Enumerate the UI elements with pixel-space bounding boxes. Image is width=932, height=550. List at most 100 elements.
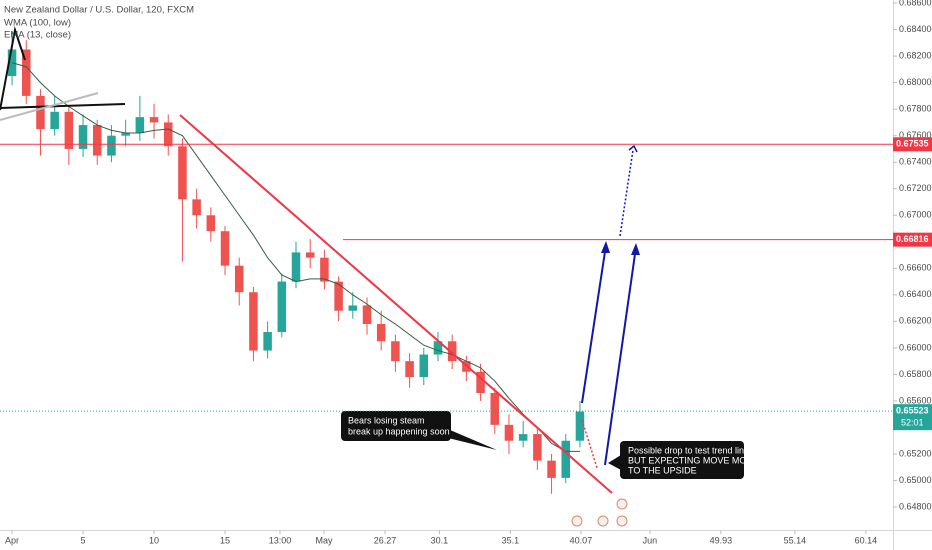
x-tick-label: 49.93 — [710, 535, 733, 545]
annotation-text: Possible drop to test trend line — [628, 445, 749, 455]
plot — [7, 32, 585, 494]
candle-body — [518, 434, 528, 441]
candle-body — [405, 361, 414, 378]
candle-body — [533, 434, 542, 461]
candle-body — [36, 95, 45, 130]
price-tag — [893, 232, 932, 247]
candle-body — [447, 341, 457, 362]
y-tick-label: 0.67800 — [899, 104, 932, 114]
candle-body — [249, 292, 258, 351]
price-tag-label: 0.66816 — [896, 234, 929, 244]
candle-body — [50, 111, 59, 130]
x-tick-label: 26.27 — [374, 535, 397, 545]
y-tick-label: 0.65000 — [899, 475, 932, 485]
annotation-text: BUT EXPECTING MOVE MOVE — [628, 455, 758, 465]
candle-body — [192, 199, 201, 216]
price-tag-label: 0.67535 — [896, 139, 929, 149]
candle-body — [64, 111, 74, 149]
x-tick-label: 35.1 — [502, 535, 520, 545]
arrow-head — [601, 241, 610, 253]
y-tick-label: 0.67600 — [899, 130, 932, 140]
candle-body — [376, 324, 386, 342]
candle-body — [320, 257, 329, 282]
x-tick-label: May — [315, 535, 333, 545]
y-tick-label: 0.68000 — [899, 77, 932, 87]
x-tick-label: Jun — [643, 535, 658, 545]
candle-body — [362, 305, 372, 325]
x-tick-label: 10 — [149, 535, 159, 545]
x-tick-label: 13:00 — [269, 535, 292, 545]
candle-body — [107, 135, 116, 156]
y-tick-label: 0.67200 — [899, 183, 932, 193]
price-tag-label: 0.65523 — [896, 406, 929, 416]
indicator-label: WMA (100, low) — [4, 18, 71, 29]
candle-body — [22, 49, 31, 96]
annotation-text: break up happening soon — [348, 426, 450, 436]
candle-body — [433, 341, 443, 355]
annotation-text: TO THE UPSIDE — [628, 465, 697, 475]
drawing-line — [0, 103, 126, 109]
x-tick-label: 30.1 — [431, 535, 449, 545]
candle-body — [305, 252, 315, 258]
candle-body — [163, 122, 173, 147]
candle-body — [78, 125, 88, 149]
x-tick-label: Apr — [5, 535, 19, 545]
candle-body — [575, 411, 585, 441]
candle-body — [206, 215, 216, 232]
y-tick-label: 0.66000 — [899, 342, 932, 352]
dotted-arrow — [619, 149, 634, 237]
x-tick-label: 40.07 — [570, 535, 593, 545]
callout — [341, 411, 451, 441]
y-tick-label: 0.68600 — [899, 0, 932, 7]
countdown: 52:01 — [901, 418, 924, 428]
arrow — [581, 244, 607, 404]
candle-body — [504, 424, 514, 441]
annotation-text: Bears losing steam — [348, 415, 425, 425]
callout-pointer — [608, 455, 621, 470]
y-tick-label: 0.65200 — [899, 448, 932, 458]
candle-body — [220, 231, 230, 266]
dotted-arrow — [581, 419, 598, 469]
y-tick-label: 0.67400 — [899, 157, 932, 167]
x-tick-label: 60.14 — [855, 535, 878, 545]
y-tick-label: 0.64800 — [899, 501, 932, 511]
event-icon — [571, 515, 583, 527]
drawing-line — [0, 92, 99, 121]
x-tick-label: 5 — [81, 535, 86, 545]
y-tick-label: 0.66200 — [899, 316, 932, 326]
y-tick-label: 0.65800 — [899, 369, 932, 379]
candle-body — [476, 371, 485, 393]
callout-pointer — [440, 430, 497, 450]
y-tick-label: 0.68400 — [899, 24, 932, 34]
arrow-head — [628, 144, 638, 153]
trend-line — [179, 114, 613, 494]
candle-body — [291, 252, 301, 282]
price-tag — [893, 404, 932, 431]
candle-body — [490, 392, 500, 425]
event-icon — [616, 515, 628, 527]
y-tick-label: 0.65600 — [899, 395, 932, 405]
y-tick-label: 0.68200 — [899, 50, 932, 60]
candle-body — [348, 305, 358, 311]
x-tick-label: 55.14 — [784, 535, 807, 545]
candle-body — [419, 354, 429, 378]
x-tick-label: 15 — [220, 535, 230, 545]
candle-body — [92, 125, 102, 156]
candle-body — [121, 133, 130, 136]
candle-body — [334, 281, 343, 311]
candle-body — [391, 341, 400, 362]
event-icon — [597, 515, 609, 527]
indicator-label: EMA (13, close) — [4, 30, 71, 41]
candle-body — [135, 117, 145, 134]
candle-body — [561, 440, 571, 478]
callout — [620, 441, 744, 479]
candle-body — [547, 460, 556, 478]
y-tick-label: 0.66600 — [899, 263, 932, 273]
price-tag — [893, 137, 932, 152]
drawing-line — [0, 26, 26, 111]
chart-title: New Zealand Dollar / U.S. Dollar, 120, F… — [4, 5, 194, 16]
candle-body — [149, 117, 159, 123]
candle-body — [263, 331, 272, 351]
